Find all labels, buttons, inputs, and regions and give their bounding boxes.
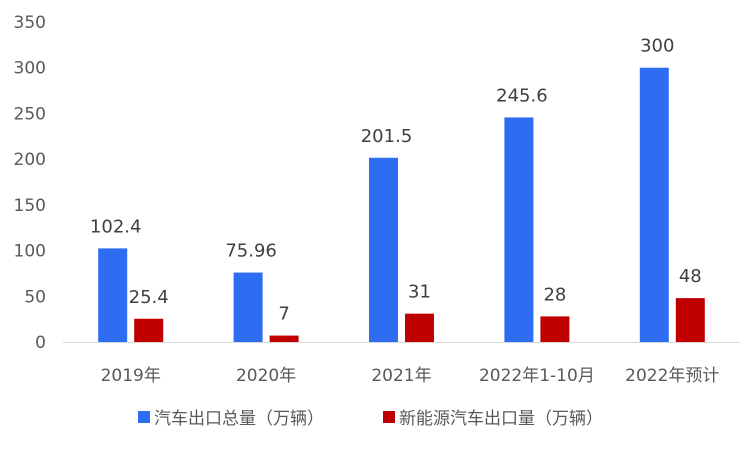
bar-nev-2 [405, 313, 434, 342]
data-label: 28 [543, 284, 566, 305]
y-tick-label: 300 [14, 59, 46, 79]
legend-label: 汽车出口总量（万辆） [154, 409, 324, 429]
bar-total-0 [98, 248, 128, 342]
bar-total-4 [639, 67, 669, 342]
x-axis: 2019年 2020年 2021年 2022年1-10月 2022年预计 [63, 342, 740, 386]
data-labels: 102.4 25.4 75.96 7 201.5 31 245.6 28 300 48 [90, 36, 702, 325]
legend-swatch [138, 411, 150, 423]
x-category-label: 2022年预计 [625, 366, 719, 386]
data-label: 245.6 [496, 85, 548, 106]
y-axis: 0 50 100 150 200 250 300 350 [14, 13, 46, 353]
y-tick-label: 0 [35, 333, 46, 353]
bar-total-2 [369, 157, 398, 342]
y-tick-label: 250 [14, 104, 46, 124]
y-tick-label: 200 [14, 150, 46, 170]
x-category-label: 2022年1-10月 [479, 366, 595, 386]
x-category-label: 2019年 [101, 366, 161, 386]
y-tick-label: 150 [14, 196, 46, 216]
bar-nev-0 [134, 318, 164, 342]
bar-nev-4 [675, 298, 705, 342]
legend-swatch [383, 411, 395, 423]
bar-nev-3 [540, 316, 570, 342]
bars [98, 67, 705, 342]
data-label: 25.4 [129, 287, 169, 308]
data-label: 48 [679, 266, 702, 287]
x-category-label: 2020年 [236, 366, 296, 386]
y-tick-label: 100 [14, 242, 46, 262]
legend: 汽车出口总量（万辆） 新能源汽车出口量（万辆） [138, 409, 603, 429]
data-label: 102.4 [90, 216, 142, 237]
x-category-label: 2021年 [371, 366, 431, 386]
data-label: 7 [278, 304, 289, 325]
bar-total-1 [233, 272, 263, 342]
y-tick-label: 350 [14, 13, 46, 33]
bar-nev-1 [269, 335, 299, 342]
data-label: 300 [640, 36, 674, 57]
bar-total-3 [504, 117, 534, 342]
data-label: 75.96 [225, 241, 277, 262]
data-label: 201.5 [361, 126, 413, 147]
data-label: 31 [408, 282, 431, 303]
legend-label: 新能源汽车出口量（万辆） [399, 409, 603, 429]
y-tick-label: 50 [24, 287, 46, 307]
